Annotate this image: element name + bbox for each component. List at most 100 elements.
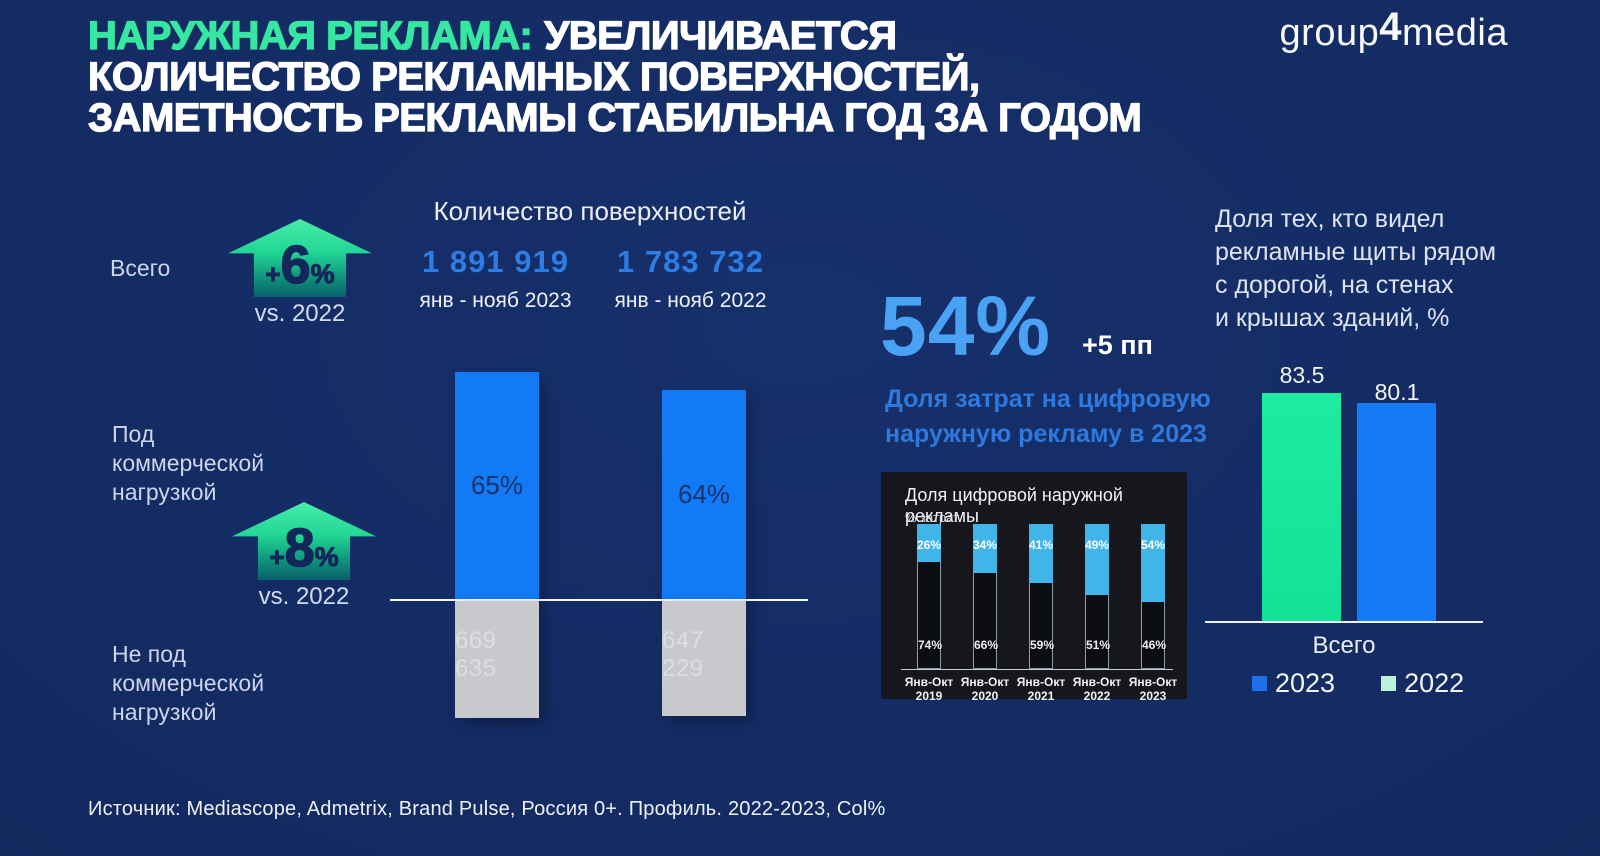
growth-arrow-up-6-icon: +6% (228, 219, 372, 297)
visibility-line-3: с дорогой, на стенах (1215, 271, 1454, 299)
vs-2022-label-commercial: vs. 2022 (258, 583, 350, 610)
bar-noncommercial-2022-label: 647 229 (662, 627, 704, 682)
visibility-bar-right (1357, 403, 1436, 621)
surfaces-chart: 65% 64% 669 635 647 229 (390, 370, 810, 730)
surfaces-heading: Количество поверхностей (433, 196, 747, 226)
classic-pct: 74% (917, 638, 943, 652)
vs-2022-label-total: vs. 2022 (254, 300, 346, 327)
bar-commercial-2022: 64% (662, 390, 746, 599)
visibility-chart: 83.5 80.1 Всего (1200, 350, 1500, 659)
growth-8-value: +8% (269, 518, 339, 578)
classic-pct: 59% (1029, 638, 1055, 652)
legend-swatch-2023 (1252, 676, 1267, 691)
digital-pct: 41% (1028, 538, 1054, 552)
growth-6-value: +6% (265, 235, 335, 295)
surfaces-period-2022: янв - нояб 2022 (614, 289, 767, 312)
visibility-heading: Доля тех, кто видел рекламные щиты рядом… (1215, 203, 1545, 335)
blue-bar-value: 80.1 (1374, 379, 1420, 405)
panel-title: Доля цифровой наружной рекламы (905, 485, 1123, 526)
growth-6-number: 6 (280, 235, 312, 295)
panel-cat-2022: Янв-Окт 2022 (1065, 675, 1129, 703)
visibility-line-1: Доля тех, кто видел (1215, 205, 1445, 233)
legend-item-2022: 2022 (1381, 668, 1464, 699)
panel-bar-2020-digital-segment: 34% (973, 524, 997, 573)
visibility-category: Всего (1312, 632, 1376, 659)
noncommercial-line-3: нагрузкой (112, 699, 217, 725)
logo-four: 4 (1379, 5, 1402, 49)
cat-year: 2020 (971, 689, 999, 703)
title-line1-rest: УВЕЛИЧИВАЕТСЯ (544, 14, 898, 58)
group4media-logo: group4media (1279, 5, 1508, 55)
bar-commercial-2023-label: 65% (470, 470, 524, 500)
panel-cat-2020: Янв-Окт 2020 (953, 675, 1017, 703)
percent-sign: % (314, 542, 339, 573)
legend-label-2022: 2022 (1404, 668, 1465, 698)
cat-period: Янв-Окт (1072, 675, 1122, 689)
title-line-1: НАРУЖНАЯ РЕКЛАМА: УВЕЛИЧИВАЕТСЯ (87, 14, 1141, 58)
panel-cat-2019: Янв-Окт 2019 (897, 675, 961, 703)
green-bar-value: 83.5 (1279, 362, 1325, 388)
commercial-line-1: Под (112, 421, 155, 447)
cat-year: 2021 (1027, 689, 1055, 703)
panel-bar-2020: 34% 66% (973, 524, 998, 669)
visibility-bar-left (1262, 393, 1341, 621)
legend-swatch-2022 (1381, 676, 1397, 691)
percent-sign: % (310, 259, 335, 290)
classic-pct: 46% (1141, 638, 1167, 652)
panel-cat-2021: Янв-Окт 2021 (1009, 675, 1073, 703)
logo-pre: group (1279, 12, 1380, 54)
classic-pct: 66% (973, 638, 999, 652)
surfaces-col-2022: 1 783 732 янв - нояб 2022 (603, 244, 778, 313)
digital-share-delta: +5 пп (1082, 330, 1153, 360)
bar-commercial-2023: 65% (455, 372, 539, 599)
plus-sign: + (269, 542, 285, 573)
digital-caption-line-1: Доля затрат на цифровую (885, 385, 1211, 413)
visibility-axis-line (1205, 621, 1483, 623)
panel-bar-2021-digital-segment: 41% (1029, 524, 1053, 583)
surfaces-period-2023: янв - нояб 2023 (419, 289, 572, 312)
panel-bar-2019-digital-segment: 26% (917, 524, 941, 562)
digital-pct: 26% (916, 538, 942, 552)
title-line-3: ЗАМЕТНОСТЬ РЕКЛАМЫ СТАБИЛЬНА ГОД ЗА ГОДО… (87, 96, 1142, 140)
panel-bar-2023: 54% 46% (1141, 524, 1166, 669)
growth-arrow-up-8-icon: +8% (232, 502, 376, 580)
surfaces-count-2022: 1 783 732 (617, 244, 764, 279)
commercial-line-2: коммерческой (112, 450, 265, 476)
panel-bar-2021: 41% 59% (1029, 524, 1054, 669)
cat-period: Янв-Окт (1016, 675, 1066, 689)
visibility-line-4: и крышах зданий, % (1215, 304, 1450, 332)
bar-noncommercial-2023: 669 635 (455, 601, 539, 718)
visibility-line-2: рекламные щиты рядом (1215, 238, 1497, 266)
total-label: Всего (110, 255, 171, 281)
surfaces-count-2023: 1 891 919 (422, 244, 569, 279)
surfaces-chart-baseline (390, 599, 808, 601)
bar-noncommercial-2023-label: 669 635 (455, 627, 497, 682)
digital-share-panel-chart: Доля цифровой наружной рекламы % затрат … (881, 472, 1187, 703)
bar-commercial-2022-label: 64% (677, 479, 731, 509)
classic-pct: 51% (1085, 638, 1111, 652)
digital-pct: 34% (972, 538, 998, 552)
title-line-2: КОЛИЧЕСТВО РЕКЛАМНЫХ ПОВЕРХНОСТЕЙ, (87, 55, 980, 99)
panel-axis-line (901, 669, 1173, 670)
panel-bar-2023-digital-segment: 54% (1141, 524, 1165, 602)
surfaces-col-2023: 1 891 919 янв - нояб 2023 (408, 244, 583, 313)
growth-8-number: 8 (284, 518, 316, 578)
panel-cat-2023: Янв-Окт 2023 (1121, 675, 1185, 703)
commercial-line-3: нагрузкой (112, 479, 217, 505)
page-title: НАРУЖНАЯ РЕКЛАМА: УВЕЛИЧИВАЕТСЯ КОЛИЧЕСТВ… (87, 14, 1142, 140)
cat-year: 2022 (1083, 689, 1111, 703)
panel-bar-2022: 49% 51% (1085, 524, 1110, 669)
digital-pct: 54% (1140, 538, 1166, 552)
noncommercial-load-label: Не под коммерческой нагрузкой (112, 640, 264, 727)
bar-noncommercial-2022: 647 229 (662, 601, 746, 716)
digital-caption-line-2: наружную рекламу в 2023 (885, 420, 1207, 448)
noncommercial-line-2: коммерческой (112, 670, 265, 696)
panel-subtitle: % затрат (905, 510, 960, 525)
panel-bar-2019: 26% 74% (917, 524, 942, 669)
title-highlight: НАРУЖНАЯ РЕКЛАМА: (87, 14, 533, 58)
digital-share-big-value: 54% (880, 279, 1052, 373)
cat-period: Янв-Окт (1128, 675, 1178, 689)
logo-post: media (1402, 12, 1508, 54)
source-note: Источник: Mediascope, Admetrix, Brand Pu… (88, 798, 886, 820)
cat-period: Янв-Окт (904, 675, 954, 689)
